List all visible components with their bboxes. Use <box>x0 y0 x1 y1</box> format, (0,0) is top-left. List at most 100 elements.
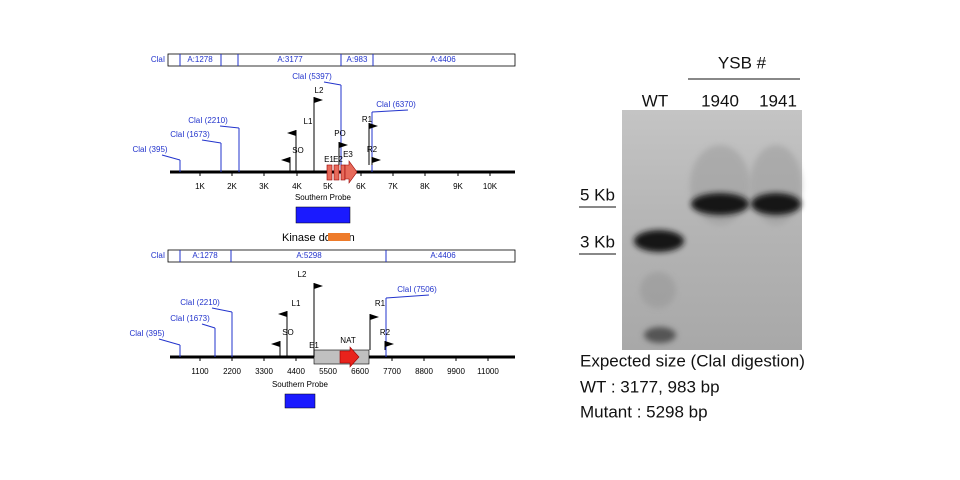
clai-label: ClaI (395) <box>132 145 167 154</box>
primer-label: L2 <box>298 270 307 279</box>
axis-label: 9900 <box>447 367 465 376</box>
primer-label: R1 <box>375 299 386 308</box>
enzyme-label: ClaI <box>151 251 165 260</box>
clai-label: ClaI (395) <box>129 329 164 338</box>
primer-flag <box>314 283 323 289</box>
fragment-label: A:4406 <box>430 55 456 64</box>
clai-label: ClaI (2210) <box>180 298 220 307</box>
clai-leader <box>211 307 233 313</box>
axis-label: 6K <box>356 182 366 191</box>
primer-label: L1 <box>292 299 301 308</box>
clai-leader <box>371 109 409 113</box>
primer-label: L1 <box>304 117 313 126</box>
primer-flag <box>372 157 381 163</box>
exon-label: E2 <box>333 155 343 164</box>
exon <box>333 164 340 181</box>
axis-label: 2200 <box>223 367 241 376</box>
axis-label: 8800 <box>415 367 433 376</box>
band <box>644 327 676 343</box>
primer-label: SO <box>292 146 304 155</box>
kinase-domain <box>328 233 350 241</box>
clai-leader <box>201 323 216 329</box>
clai-label: ClaI (7506) <box>397 285 437 294</box>
fragment-label: A:4406 <box>430 251 456 260</box>
gene-maps: ClaI A:1278 A:3177 A:983 A:4406 1K 2K 3K 4K 5K 6K 7… <box>129 53 516 409</box>
axis-label: 5500 <box>319 367 337 376</box>
clai-leader <box>219 125 240 129</box>
clai-label: ClaI (1673) <box>170 314 210 323</box>
axis-label: 6600 <box>351 367 369 376</box>
lane-label: 1940 <box>701 91 739 110</box>
primer-flag <box>370 314 379 320</box>
clai-leader <box>161 154 181 161</box>
axis-label: 1100 <box>191 367 209 376</box>
restriction-bar <box>167 249 516 263</box>
group-label: YSB # <box>718 53 767 72</box>
axis-label: 3K <box>259 182 269 191</box>
primer-label: R1 <box>362 115 373 124</box>
size-marker: 3 Kb <box>580 232 615 251</box>
marker-label: NAT <box>340 336 356 345</box>
primer-label: L2 <box>315 86 324 95</box>
note: WT : 3177, 983 bp <box>580 377 720 396</box>
southern-probe <box>284 393 316 409</box>
exon <box>326 164 333 181</box>
axis-label: 7K <box>388 182 398 191</box>
primer-flag <box>339 142 348 148</box>
fragment-label: A:1278 <box>192 251 218 260</box>
clai-leader <box>158 338 181 346</box>
smear <box>640 272 676 308</box>
primer-flag <box>271 341 280 347</box>
clai-label: ClaI (6370) <box>376 100 416 109</box>
clai-label: ClaI (5397) <box>292 72 332 81</box>
axis-label: 3300 <box>255 367 273 376</box>
axis-label: 9K <box>453 182 463 191</box>
clai-label: ClaI (2210) <box>188 116 228 125</box>
clai-leader <box>323 81 342 86</box>
primer-label: PO <box>334 129 346 138</box>
exon-label: E3 <box>343 150 353 159</box>
primer-flag <box>314 97 323 103</box>
axis-label: 7700 <box>383 367 401 376</box>
band <box>634 230 684 252</box>
lane-label: 1941 <box>759 91 797 110</box>
primer-label: R2 <box>367 145 378 154</box>
band <box>691 193 749 215</box>
primer-flag <box>385 341 394 347</box>
fragment-label: A:983 <box>347 55 368 64</box>
primer-label: R2 <box>380 328 391 337</box>
primer-flag <box>369 123 378 129</box>
axis-label: 11000 <box>477 367 499 376</box>
axis-label: 10K <box>483 182 498 191</box>
southern-blot: YSB # WT 1940 1941 5 Kb 3 Kb Expected si… <box>579 53 805 421</box>
enzyme-label: ClaI <box>151 55 165 64</box>
nat-arrow <box>339 346 360 368</box>
axis-label: 2K <box>227 182 237 191</box>
clai-label: ClaI (1673) <box>170 130 210 139</box>
exon-label: E1 <box>309 341 319 350</box>
size-marker: 5 Kb <box>580 185 615 204</box>
exon <box>340 164 346 181</box>
primer-flag <box>278 311 287 317</box>
axis-label: 5K <box>323 182 333 191</box>
gene-arrow <box>344 160 358 184</box>
clai-leader <box>385 294 430 299</box>
southern-probe <box>295 206 351 224</box>
note: Expected size (ClaI digestion) <box>580 351 805 370</box>
fragment-label: A:5298 <box>296 251 322 260</box>
axis-label: 4K <box>292 182 302 191</box>
fragment-label: A:3177 <box>277 55 303 64</box>
primer-flag <box>281 157 290 163</box>
probe-label: Southern Probe <box>272 380 329 389</box>
lane-label: WT <box>642 91 668 110</box>
primer-label: SO <box>282 328 294 337</box>
axis-label: 4400 <box>287 367 305 376</box>
clai-leader <box>201 139 222 144</box>
exon-label: E1 <box>324 155 334 164</box>
axis-label: 1K <box>195 182 205 191</box>
primer-flag <box>287 130 296 136</box>
axis-label: 8K <box>420 182 430 191</box>
note: Mutant : 5298 bp <box>580 402 708 421</box>
fragment-label: A:1278 <box>187 55 213 64</box>
